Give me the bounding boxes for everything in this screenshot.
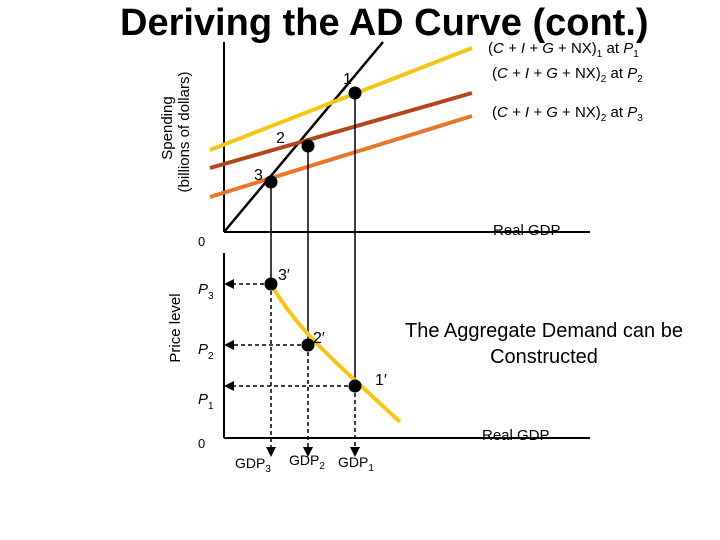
price-label-2: P2 — [198, 341, 214, 362]
gdp-label-3-sub: 3 — [265, 464, 271, 475]
gdp-label-3: GDP3 — [235, 455, 271, 475]
ad-curve — [269, 283, 402, 424]
legend-line-2: (C + I + G + NX)2 at P2 — [492, 65, 643, 85]
bottom-ylabel: Price level — [167, 293, 184, 362]
ad-point-2 — [301, 338, 315, 352]
bottom-panel: Price level 0 Real GDP 3′ 2′ — [167, 93, 590, 475]
legend-2-mid: + NX) — [557, 65, 601, 82]
ad-point-label-3: 3′ — [278, 267, 290, 284]
legend-2-sub: 2 — [600, 74, 607, 85]
price-label-2-sub: 2 — [208, 351, 214, 362]
top-ylabel-line2: (billions of dollars) — [176, 72, 193, 193]
expenditure-line-2 — [209, 91, 473, 170]
point-label-1: 1 — [343, 71, 352, 88]
ad-point-1 — [348, 379, 362, 393]
price-label-2-p: P — [198, 341, 208, 358]
point-label-3: 3 — [254, 167, 263, 184]
price-label-3: P3 — [198, 281, 214, 302]
top-ylabel-line1: Spending — [159, 96, 176, 159]
top-origin: 0 — [198, 234, 205, 249]
bottom-xlabel: Real GDP — [482, 427, 550, 444]
legend-1-expr: C + I + G — [493, 40, 554, 57]
top-xlabel: Real GDP — [493, 222, 561, 239]
legend-3-mid: + NX) — [557, 104, 601, 121]
ad-note: The Aggregate Demand can be Constructed — [405, 320, 683, 368]
gdp-label-2-sub: 2 — [319, 461, 325, 472]
legend-1-at: at — [602, 40, 624, 57]
legend-1-mid: + NX) — [553, 40, 597, 57]
price-label-3-p: P — [198, 281, 208, 298]
legend-3-p: P — [627, 104, 638, 121]
legend-2-at: at — [606, 65, 628, 82]
forty-five-line — [223, 41, 384, 233]
top-panel: Spending (billions of dollars) 0 Real GD… — [159, 41, 590, 249]
legend-2-prefix: ( — [492, 65, 497, 82]
legend-2-psub: 2 — [637, 74, 643, 85]
bottom-origin: 0 — [198, 436, 205, 451]
ad-point-3 — [264, 277, 278, 291]
price-label-1-p: P — [198, 391, 208, 408]
gdp-label-2-g: GDP — [289, 452, 319, 468]
slide-title: Deriving the AD Curve (cont.) — [120, 2, 649, 44]
legend-1-sub: 1 — [596, 49, 603, 60]
legend-1-psub: 1 — [633, 49, 639, 60]
gdp-label-2: GDP2 — [289, 452, 325, 472]
legend-1-p: P — [623, 40, 634, 57]
legend-3-expr: C + I + G — [497, 104, 558, 121]
legend-3-prefix: ( — [492, 104, 497, 121]
gdp-label-1-g: GDP — [338, 454, 368, 470]
point-label-2: 2 — [276, 130, 285, 147]
legend-line-1: (C + I + G + NX)1 at P1 — [488, 40, 639, 60]
legend-2-p: P — [627, 65, 638, 82]
legend-3-psub: 3 — [637, 113, 643, 124]
gdp-label-1: GDP1 — [338, 454, 374, 474]
legend-3-sub: 2 — [600, 113, 607, 124]
legend-3-at: at — [606, 104, 628, 121]
ad-point-label-2: 2′ — [313, 330, 325, 347]
legend-2-expr: C + I + G — [497, 65, 558, 82]
ad-point-label-1: 1′ — [375, 372, 387, 389]
expenditure-line-3 — [209, 114, 473, 199]
gdp-label-3-g: GDP — [235, 455, 265, 471]
expenditure-line-1 — [209, 46, 473, 152]
gdp-label-1-sub: 1 — [368, 463, 374, 474]
price-label-1-sub: 1 — [208, 401, 214, 412]
legend-line-3: (C + I + G + NX)2 at P3 — [492, 104, 643, 124]
legend-1-prefix: ( — [488, 40, 493, 57]
price-label-1: P1 — [198, 391, 214, 412]
price-label-3-sub: 3 — [208, 291, 214, 302]
